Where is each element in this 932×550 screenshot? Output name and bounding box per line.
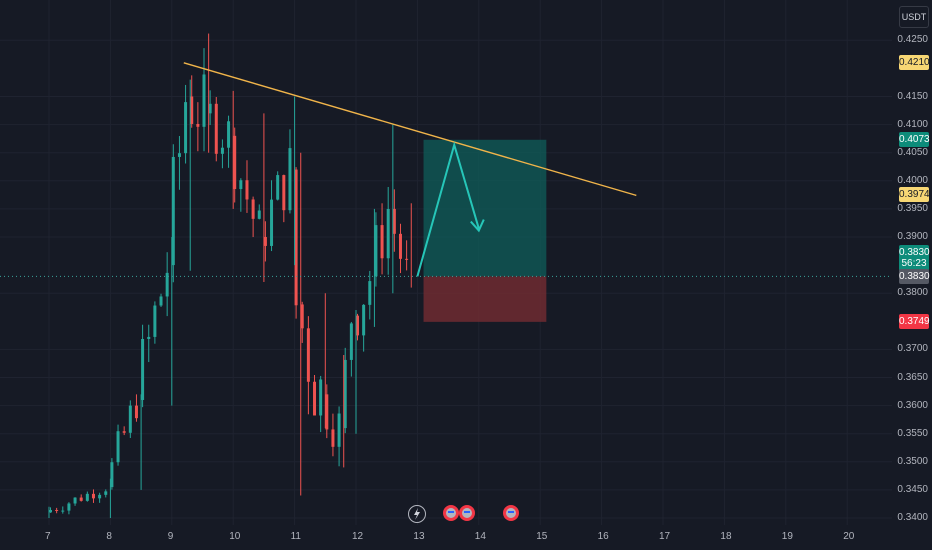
candle-body [74, 498, 77, 504]
candle-body [98, 495, 101, 499]
trendline-end-price-badge: 0.3974 [899, 187, 929, 202]
candle-body [387, 209, 390, 258]
price-tick-label: 0.4000 [894, 175, 928, 186]
candle-body [239, 180, 242, 189]
candle-body [67, 503, 70, 510]
resistance-trendline[interactable] [184, 63, 637, 196]
candle-body [245, 180, 248, 199]
news-event-icon-2[interactable] [459, 505, 475, 521]
news-event-icon-1[interactable] [443, 505, 459, 521]
news-event-icon-3[interactable] [503, 505, 519, 521]
candle-body [104, 491, 107, 494]
candle-body [203, 74, 206, 126]
time-tick-label: 11 [291, 531, 301, 542]
candle-body [61, 511, 64, 512]
stop-price-badge: 0.3749 [899, 314, 929, 329]
candle-body [123, 431, 126, 433]
bar-countdown: 56:23 [899, 258, 929, 269]
price-tick-label: 0.4250 [894, 34, 928, 45]
currency-button[interactable]: USDT [899, 6, 929, 28]
candle-body [215, 104, 218, 154]
price-tick-label: 0.3450 [894, 484, 928, 495]
price-tick-label: 0.3800 [894, 287, 928, 298]
candle-body [86, 494, 89, 501]
candle-body [227, 121, 230, 147]
time-tick-label: 17 [659, 531, 670, 542]
candle-body [282, 175, 285, 210]
candle-body [196, 124, 199, 127]
time-tick-label: 12 [352, 531, 363, 542]
candle-body [368, 281, 371, 305]
time-tick-label: 14 [475, 531, 486, 542]
candle-body [117, 431, 120, 462]
news-flag-icon [459, 505, 475, 521]
price-tick-label: 0.3650 [894, 372, 928, 383]
candle-body [92, 494, 95, 498]
candle-body [319, 379, 322, 415]
lightning-event-icon[interactable] [408, 505, 426, 523]
target-price-badge: 0.4073 [899, 132, 929, 147]
time-tick-label: 18 [720, 531, 731, 542]
resistance-price-badge: 0.4210 [899, 55, 929, 70]
news-flag-icon [503, 505, 519, 521]
time-tick-label: 10 [229, 531, 240, 542]
time-tick-label: 9 [168, 531, 174, 542]
crosshair-price-badge: 0.3830 [899, 269, 929, 284]
loss-zone[interactable] [424, 276, 547, 322]
lightning-icon [409, 506, 425, 522]
price-tick-label: 0.3500 [894, 456, 928, 467]
candle-body [178, 153, 181, 157]
candle-body [184, 102, 187, 153]
candle-body [405, 259, 408, 260]
time-tick-label: 13 [413, 531, 424, 542]
candle-body [338, 414, 341, 447]
time-tick-label: 16 [598, 531, 609, 542]
candle-body [350, 323, 353, 360]
time-tick-label: 15 [536, 531, 547, 542]
profit-zone[interactable] [424, 140, 547, 277]
candle-body [362, 305, 365, 336]
candle-body [331, 429, 334, 446]
time-tick-label: 19 [782, 531, 793, 542]
candle-body [313, 382, 316, 416]
price-tick-label: 0.3900 [894, 231, 928, 242]
price-tick-label: 0.4050 [894, 147, 928, 158]
price-tick-label: 0.4100 [894, 119, 928, 130]
time-tick-label: 20 [843, 531, 854, 542]
candle-body [252, 199, 255, 218]
candle-body [141, 339, 144, 400]
candle-body [221, 148, 224, 154]
candle-body [288, 148, 291, 210]
price-tick-label: 0.3700 [894, 343, 928, 354]
candle-body [276, 175, 279, 200]
price-tick-label: 0.3550 [894, 428, 928, 439]
news-flag-icon [443, 505, 459, 521]
candle-body [307, 328, 310, 381]
price-tick-label: 0.3600 [894, 400, 928, 411]
last-price-value: 0.3830 [899, 247, 929, 258]
candle-body [270, 200, 273, 246]
candle-body [135, 406, 138, 419]
time-tick-label: 7 [45, 531, 51, 542]
last-price-badge: 0.3830 56:23 [899, 245, 929, 271]
candle-body [129, 406, 132, 433]
candle-body [160, 296, 163, 305]
time-tick-label: 8 [106, 531, 112, 542]
candle-body [381, 225, 384, 258]
candle-body [399, 234, 402, 259]
candle-body [55, 510, 58, 511]
candle-body [153, 306, 156, 337]
price-tick-label: 0.4150 [894, 91, 928, 102]
price-tick-label: 0.3400 [894, 512, 928, 523]
candle-body [147, 337, 150, 339]
candle-body [80, 498, 83, 501]
price-tick-label: 0.3950 [894, 203, 928, 214]
candle-body [258, 210, 261, 218]
candles [49, 34, 411, 518]
